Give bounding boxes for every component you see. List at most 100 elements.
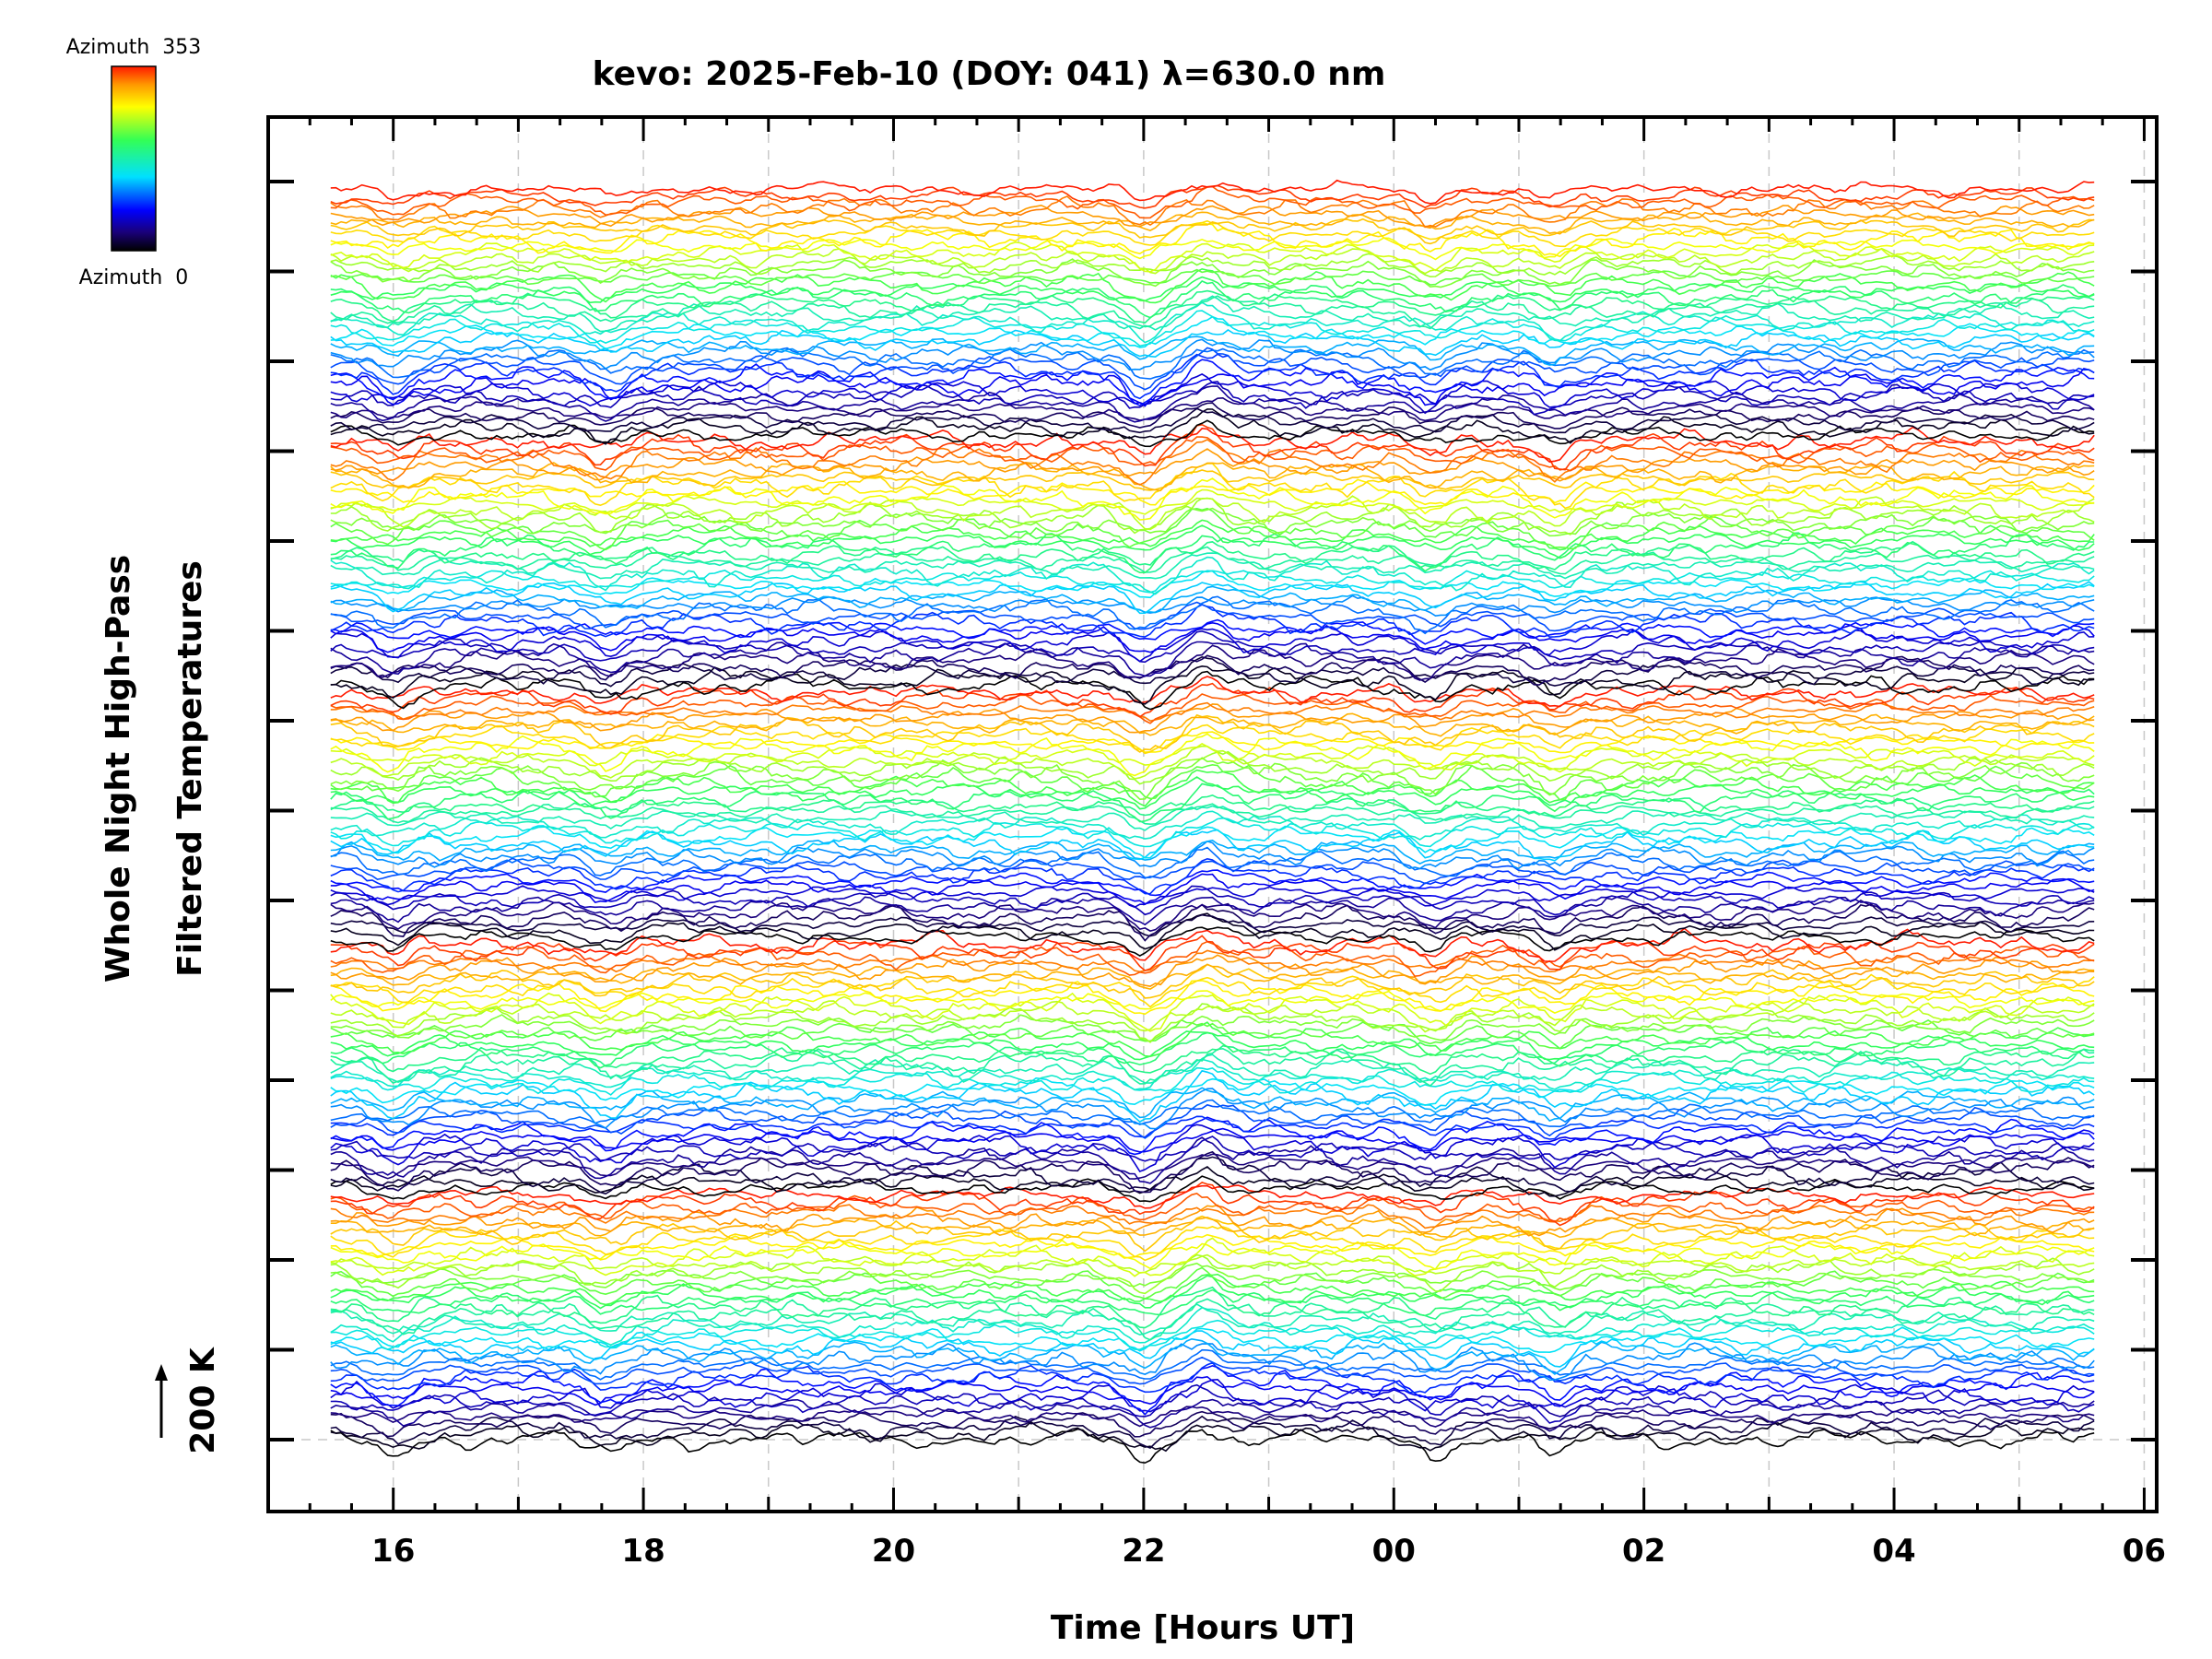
trace-line (330, 713, 2095, 753)
trace-line (330, 407, 2095, 434)
colorbar-gradient (111, 65, 157, 252)
trace-line (330, 540, 2095, 571)
trace-line (330, 1266, 2095, 1300)
trace-line (330, 1014, 2095, 1042)
trace-line (330, 618, 2095, 645)
y-axis-label: Whole Night High-Pass Filtered Temperatu… (100, 555, 209, 982)
trace-line (330, 408, 2095, 445)
trace-line (330, 1303, 2095, 1336)
trace-line (330, 817, 2095, 848)
trace-line (330, 1069, 2095, 1124)
trace-line (330, 462, 2095, 492)
scale-indicator: 200 K (155, 1347, 222, 1454)
trace-line (330, 1047, 2095, 1088)
trace-line (330, 604, 2095, 639)
trace-line (330, 1420, 2095, 1453)
x-tick-label: 04 (1872, 1533, 1915, 1570)
y-axis-label-line-1: Whole Night High-Pass (100, 555, 137, 982)
trace-line (330, 546, 2095, 575)
trace-line (330, 769, 2095, 807)
trace-line (330, 1150, 2095, 1194)
x-tick-label: 16 (371, 1533, 415, 1570)
trace-line (330, 1044, 2095, 1076)
trace-line (330, 665, 2095, 705)
axes (266, 115, 2159, 1513)
trace-line (330, 426, 2095, 463)
x-tick-label: 02 (1622, 1533, 1665, 1570)
trace-line (330, 507, 2095, 551)
trace-line (330, 1237, 2095, 1277)
trace-line (330, 935, 2095, 971)
trace-line (330, 912, 2095, 951)
traces (330, 179, 2095, 1465)
trace-line (330, 211, 2095, 235)
trace-line (330, 488, 2095, 515)
trace-line (330, 253, 2095, 278)
trace-line (330, 1193, 2095, 1223)
trace-line (330, 1088, 2095, 1130)
trace-line (330, 581, 2095, 615)
trace-line (330, 1337, 2095, 1375)
trace-line (330, 462, 2095, 510)
trace-line (330, 670, 2095, 711)
trace-line (330, 927, 2095, 963)
trace-line (330, 641, 2095, 677)
trace-line (330, 693, 2095, 724)
trace-line (330, 419, 2095, 448)
trace-line (330, 825, 2095, 859)
chart-title: kevo: 2025-Feb-10 (DOY: 041) λ=630.0 nm (593, 55, 1386, 93)
trace-line (330, 857, 2095, 895)
trace-line (330, 1066, 2095, 1096)
trace-line (330, 524, 2095, 559)
trace-line (330, 1365, 2095, 1416)
trace-line (330, 1288, 2095, 1317)
trace-line (330, 885, 2095, 916)
trace-line (330, 1406, 2095, 1432)
trace-line (330, 310, 2095, 347)
trace-line (330, 204, 2095, 229)
trace-line (330, 724, 2095, 755)
x-tick-label: 18 (621, 1533, 665, 1570)
trace-line (330, 644, 2095, 681)
trace-line (330, 742, 2095, 773)
trace-line (330, 295, 2095, 333)
trace-line (330, 280, 2095, 319)
trace-line (330, 980, 2095, 1016)
trace-line (330, 896, 2095, 926)
trace-line (330, 1428, 2095, 1465)
trace-line (330, 301, 2095, 344)
trace-line (330, 621, 2095, 653)
trace-line (330, 338, 2095, 371)
trace-line (330, 1103, 2095, 1139)
trace-line (330, 963, 2095, 991)
trace-line (330, 1204, 2095, 1237)
trace-line (330, 703, 2095, 734)
x-tick-label: 06 (2123, 1533, 2166, 1570)
trace-line (330, 949, 2095, 973)
trace-line (330, 195, 2095, 229)
trace-line (330, 585, 2095, 614)
trace-line (330, 782, 2095, 823)
trace-line (330, 570, 2095, 599)
x-tick-label: 20 (872, 1533, 915, 1570)
trace-line (330, 655, 2095, 688)
trace-line (330, 295, 2095, 330)
trace-line (330, 1053, 2095, 1084)
trace-line (330, 1342, 2095, 1382)
trace-line (330, 495, 2095, 531)
trace-line (330, 347, 2095, 391)
trace-line (330, 222, 2095, 258)
trace-line (330, 1319, 2095, 1351)
trace-line (330, 1204, 2095, 1230)
trace-line (330, 1166, 2095, 1197)
trace-line (330, 519, 2095, 551)
trace-line (330, 372, 2095, 408)
trace-line (330, 992, 2095, 1032)
trace-line (330, 1077, 2095, 1106)
trace-line (330, 423, 2095, 471)
trace-line (330, 1116, 2095, 1156)
trace-line (330, 436, 2095, 472)
trace-line (330, 750, 2095, 785)
trace-line (330, 990, 2095, 1014)
